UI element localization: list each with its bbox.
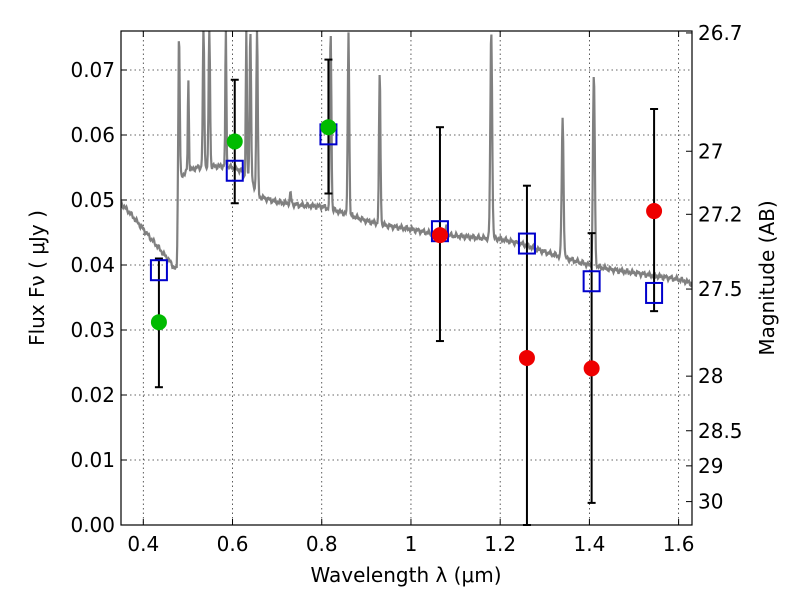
y-tick-label: 0.01 [70, 448, 115, 472]
right-tick-label: 28.5 [698, 419, 743, 443]
red-point [646, 203, 663, 220]
blue-square-point [225, 159, 244, 182]
blue-square-point [582, 270, 601, 293]
blue-square-point [149, 259, 168, 282]
ticks: 0.4 0.6 0.8 1 1.2 1.4 1.6 0.00 0.01 0.02 0.03 0.04 0… [70, 21, 742, 556]
y-tick-label: 0.07 [70, 58, 115, 82]
green-point [150, 314, 167, 331]
x-tick-label: 0.8 [306, 532, 338, 556]
red-point [583, 360, 600, 377]
y-axis-title: Flux Fν ( μJy ) [25, 210, 49, 346]
x-tick-label: 1.6 [663, 532, 695, 556]
right-tick-label: 28 [698, 364, 723, 388]
y-tick-label: 0.03 [70, 318, 115, 342]
x-tick-label: 1 [405, 532, 418, 556]
right-tick-label: 27 [698, 139, 723, 163]
right-tick-label: 30 [698, 490, 723, 514]
marker-layer [149, 119, 664, 377]
spectrum-line [121, 31, 692, 288]
y-tick-label: 0.05 [70, 188, 115, 212]
spectrum-layer [121, 31, 692, 288]
x-tick-label: 0.4 [127, 532, 159, 556]
right-tick-label: 29 [698, 454, 723, 478]
blue-square-point [645, 281, 664, 304]
red-point [518, 349, 535, 366]
green-point [226, 133, 243, 150]
y-tick-label: 0.00 [70, 513, 115, 537]
green-point [320, 119, 337, 136]
x-tick-label: 0.6 [217, 532, 249, 556]
y-tick-label: 0.04 [70, 253, 115, 277]
blue-square-point [517, 232, 536, 255]
right-tick-label: 26.7 [698, 21, 743, 45]
right-tick-label: 27.5 [698, 277, 743, 301]
plot-frame [120, 30, 693, 526]
y-tick-label: 0.02 [70, 383, 115, 407]
x-axis-title: Wavelength λ (μm) [310, 563, 501, 587]
right-tick-label: 27.2 [698, 202, 743, 226]
x-tick-label: 1.4 [573, 532, 605, 556]
right-axis-title: Magnitude (AB) [755, 200, 779, 355]
x-tick-label: 1.2 [484, 532, 516, 556]
y-tick-label: 0.06 [70, 123, 115, 147]
grid [121, 31, 692, 525]
red-point [431, 227, 448, 244]
